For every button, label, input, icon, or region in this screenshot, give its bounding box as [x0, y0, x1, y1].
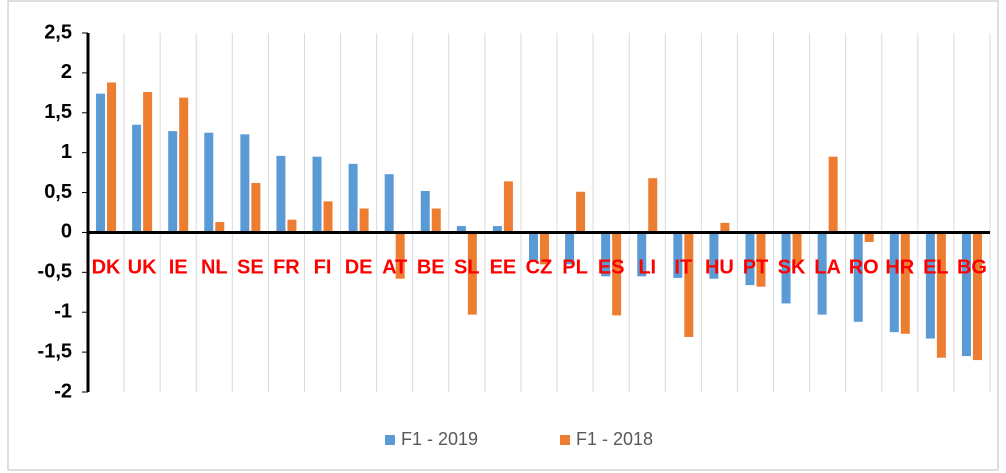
- bar: [96, 93, 106, 233]
- bar: [132, 124, 142, 233]
- x-tick-label: CZ: [526, 256, 553, 278]
- x-tick-label: DK: [92, 256, 121, 278]
- x-tick-label: FR: [273, 256, 300, 278]
- y-tick-label: 1: [61, 141, 72, 163]
- x-tick-label: HU: [705, 256, 734, 278]
- y-tick-label: 2: [61, 61, 72, 83]
- bar: [540, 232, 549, 265]
- bar: [781, 232, 791, 304]
- bar: [107, 82, 117, 233]
- bar: [287, 219, 297, 233]
- chart-border: [7, 0, 999, 471]
- bar: [864, 232, 874, 243]
- legend-swatch: [560, 435, 570, 445]
- bar: [637, 232, 647, 277]
- bar: [889, 232, 899, 333]
- y-tick-label: 0,5: [44, 181, 72, 203]
- bar: [359, 208, 369, 233]
- y-tick-label: -0,5: [38, 261, 72, 283]
- bar: [168, 131, 178, 233]
- legend-label: F1 - 2019: [401, 429, 478, 449]
- bar: [745, 232, 755, 286]
- bar: [925, 232, 935, 339]
- legend-label: F1 - 2018: [576, 429, 653, 449]
- bar: [576, 191, 586, 233]
- x-tick-label: SE: [237, 256, 264, 278]
- y-tick-label: 0: [61, 221, 72, 243]
- bar: [348, 163, 358, 233]
- x-tick-label: PL: [562, 256, 588, 278]
- bar: [503, 181, 513, 233]
- x-tick-label: SL: [454, 256, 480, 278]
- bar: [456, 226, 466, 233]
- y-tick-label: -1,5: [38, 340, 72, 362]
- bar: [143, 92, 153, 233]
- bar: [961, 232, 971, 357]
- bar: [720, 222, 730, 233]
- bar: [395, 232, 405, 279]
- y-tick-label: 2,5: [44, 21, 72, 43]
- bar: [972, 232, 982, 361]
- bar: [179, 97, 189, 233]
- bar: [323, 201, 333, 233]
- x-tick-label: NL: [201, 256, 228, 278]
- bar: [684, 232, 694, 337]
- bar: [900, 232, 910, 334]
- x-tick-label: BG: [957, 256, 987, 278]
- x-tick-label: IT: [674, 256, 692, 278]
- x-tick-label: AT: [382, 256, 407, 278]
- bar: [240, 134, 250, 233]
- bar: [492, 226, 502, 233]
- bar: [251, 182, 261, 233]
- bar: [612, 232, 622, 316]
- x-tick-label: HR: [885, 256, 914, 278]
- x-tick-label: LI: [638, 256, 656, 278]
- bar: [431, 208, 441, 233]
- bar: [565, 232, 575, 265]
- bar: [673, 232, 683, 278]
- bar: [648, 178, 658, 233]
- x-tick-label: RO: [849, 256, 879, 278]
- bar: [529, 232, 538, 261]
- bar: [384, 174, 394, 233]
- x-tick-label: FI: [314, 256, 332, 278]
- legend-swatch: [385, 435, 395, 445]
- bar: [936, 232, 946, 358]
- y-tick-label: -1: [54, 301, 72, 323]
- bar: [215, 222, 225, 233]
- bar: [828, 156, 838, 233]
- x-tick-label: ES: [598, 256, 625, 278]
- bar: [312, 156, 322, 233]
- x-tick-label: BE: [417, 256, 445, 278]
- bar: [467, 232, 477, 315]
- bar: [601, 232, 611, 277]
- x-tick-label: PT: [743, 256, 769, 278]
- bar: [276, 155, 286, 233]
- bar: [756, 232, 766, 287]
- x-tick-label: IE: [169, 256, 188, 278]
- y-tick-label: -2: [54, 380, 72, 402]
- bar: [709, 232, 719, 279]
- x-tick-label: LA: [814, 256, 841, 278]
- bar: [853, 232, 863, 322]
- bar: [204, 132, 214, 233]
- bar: [817, 232, 827, 315]
- y-tick-label: 1,5: [44, 101, 72, 123]
- x-tick-label: UK: [128, 256, 157, 278]
- x-tick-label: SK: [778, 256, 806, 278]
- bar: [792, 232, 802, 265]
- x-tick-label: EE: [490, 256, 517, 278]
- bar: [420, 190, 430, 233]
- x-tick-label: EL: [923, 256, 949, 278]
- x-tick-label: DE: [345, 256, 373, 278]
